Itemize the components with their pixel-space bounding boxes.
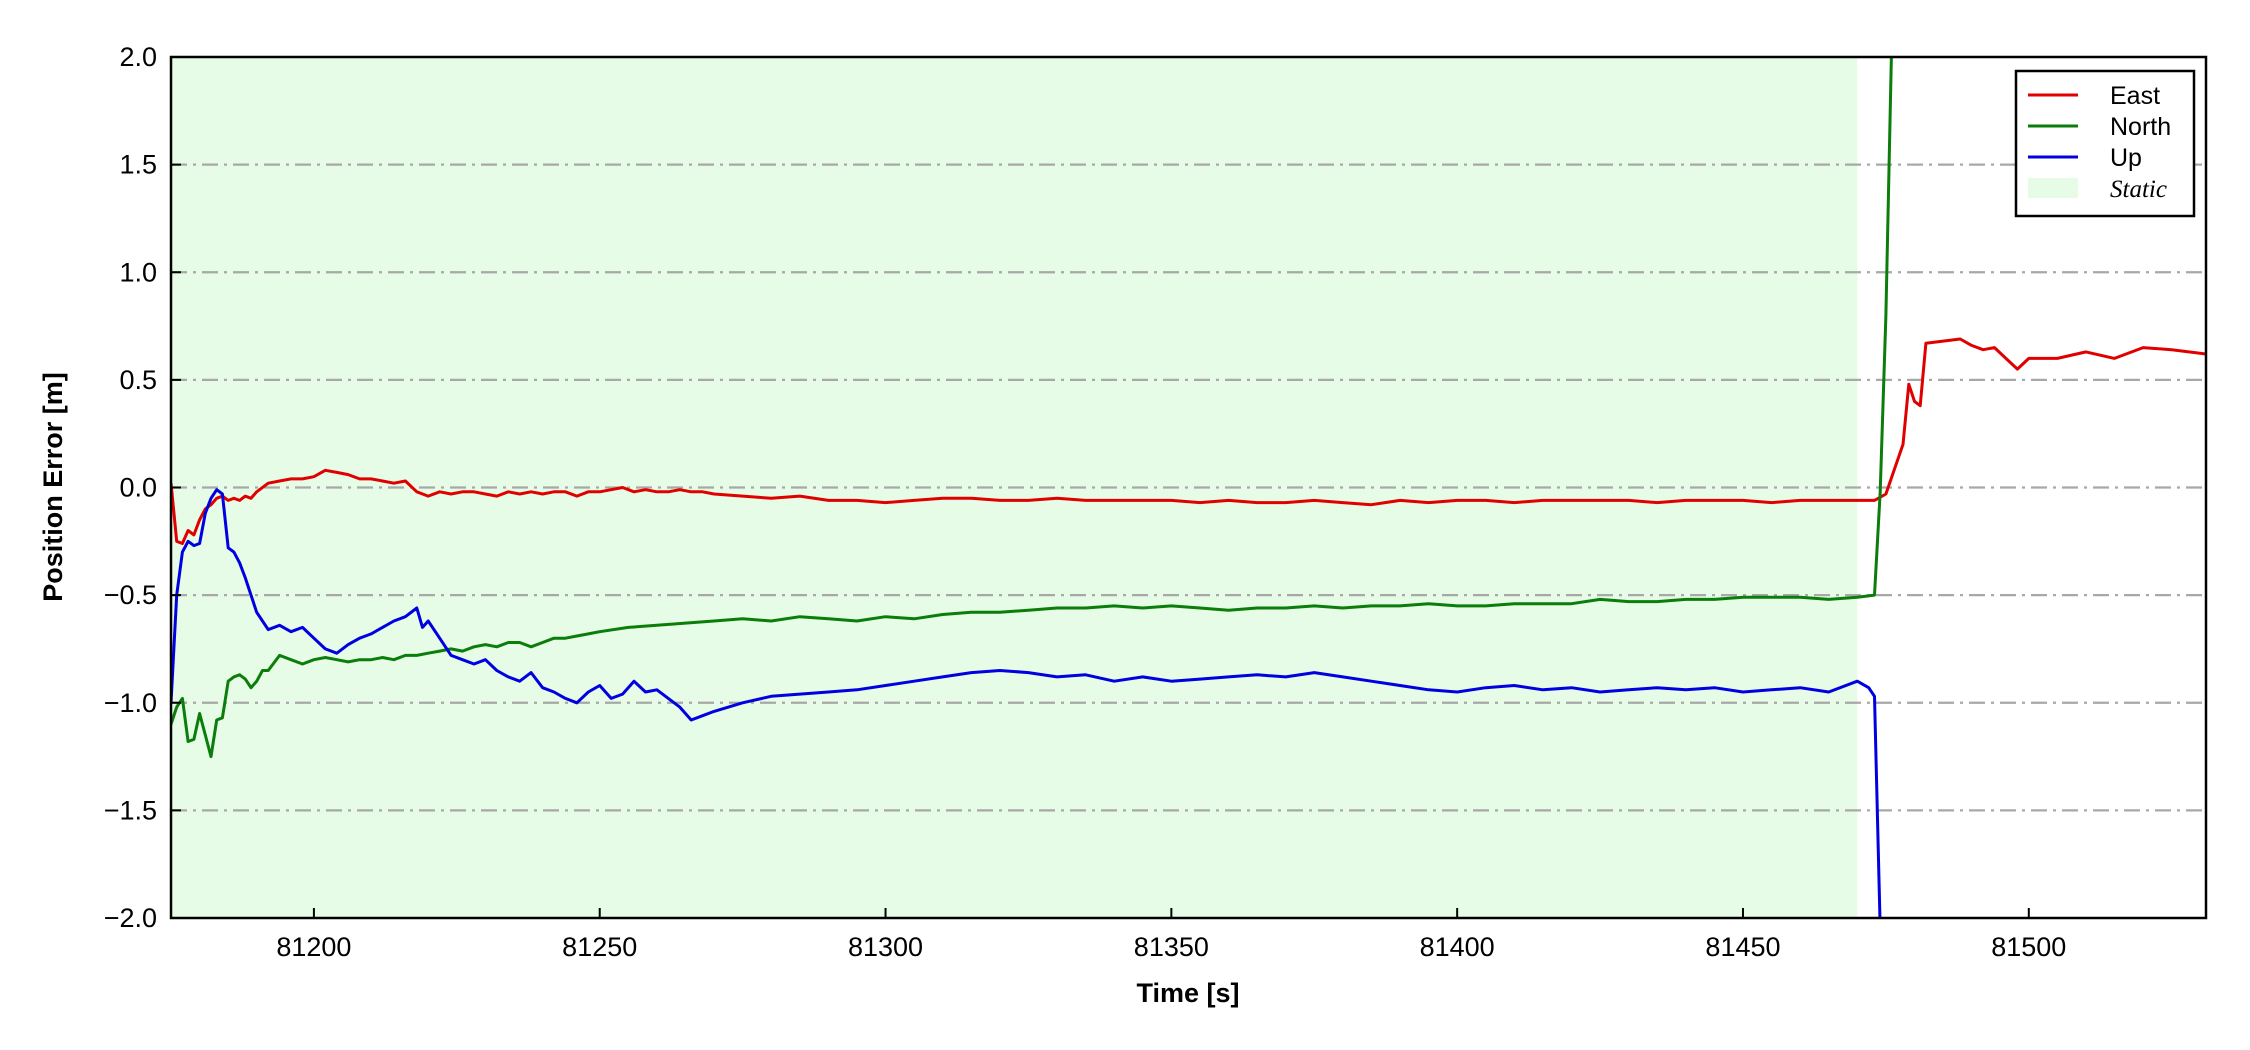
y-tick-label: −1.0 bbox=[104, 688, 157, 718]
legend-label-up: Up bbox=[2110, 144, 2142, 172]
legend-swatch-static bbox=[2028, 178, 2078, 198]
y-tick-label: 0.5 bbox=[119, 365, 157, 395]
x-tick-label: 81300 bbox=[848, 932, 923, 962]
x-tick-label: 81400 bbox=[1420, 932, 1495, 962]
legend-label-static: Static bbox=[2110, 176, 2167, 203]
y-tick-label: 1.0 bbox=[119, 257, 157, 287]
legend-label-north: North bbox=[2110, 113, 2171, 141]
y-tick-label: 1.5 bbox=[119, 150, 157, 180]
x-tick-label: 81200 bbox=[276, 932, 351, 962]
x-tick-label: 81250 bbox=[562, 932, 637, 962]
x-tick-label: 81500 bbox=[1991, 932, 2066, 962]
y-axis-label: Position Error [m] bbox=[38, 372, 68, 602]
series-layer bbox=[171, 57, 2206, 918]
series-line-up bbox=[171, 488, 1882, 918]
legend-label-east: East bbox=[2110, 82, 2160, 110]
y-tick-label: −1.5 bbox=[104, 795, 157, 825]
x-tick-label: 81350 bbox=[1134, 932, 1209, 962]
x-tick-label: 81450 bbox=[1705, 932, 1780, 962]
y-tick-label: −2.0 bbox=[104, 903, 157, 933]
y-tick-label: 0.0 bbox=[119, 473, 157, 503]
ticks-layer: 81200 81250 81300 81350 81400 81450 81500 2.0 1.… bbox=[104, 42, 2067, 962]
legend: East North Up Static bbox=[2014, 69, 2196, 218]
y-tick-label: 2.0 bbox=[119, 42, 157, 72]
y-tick-label: −0.5 bbox=[104, 580, 157, 610]
x-axis-label: Time [s] bbox=[1136, 978, 1239, 1008]
series-line-north bbox=[171, 57, 1893, 759]
series-line-east bbox=[171, 337, 2206, 545]
